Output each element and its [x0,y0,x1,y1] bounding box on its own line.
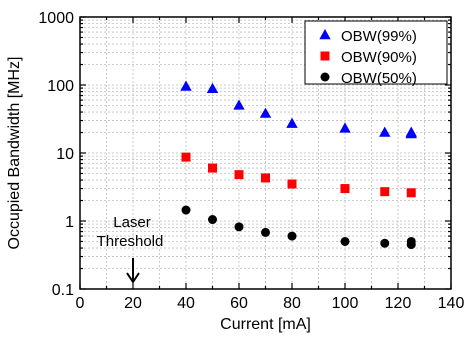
data-point [287,179,297,189]
series-OBW(90%) [181,152,416,198]
data-point [180,80,192,91]
legend-label: OBW(99%) [341,28,417,45]
legend-marker [319,29,331,40]
x-tick-label: 20 [124,295,142,312]
y-axis-label: Occupied Bandwidth [MHz] [6,57,23,250]
annotation-text: Laser [113,214,151,231]
data-point [181,205,191,215]
data-point [259,107,272,118]
data-point [406,188,416,198]
data-point [379,126,391,137]
data-point [287,231,297,241]
x-tick-label: 140 [438,295,464,312]
x-axis-label: Current [mA] [220,316,311,333]
series-OBW(50%) [181,205,416,250]
y-tick-label: 1000 [38,10,74,27]
data-point [234,222,244,232]
data-series [180,80,417,250]
grid-lines [80,17,451,289]
axis-ticks [79,16,452,290]
data-point [406,240,416,250]
data-point [261,173,270,183]
data-point [405,128,417,139]
data-point [380,238,390,248]
legend-marker [320,51,330,61]
annotation-text: Threshold [97,233,164,250]
data-point [233,99,245,110]
data-point [206,82,219,93]
x-tick-label: 120 [385,295,412,312]
data-point [181,152,191,162]
data-point [208,215,217,225]
y-tick-label: 100 [47,78,74,95]
laser-threshold-annotation: Laser Threshold [97,214,164,284]
data-point [380,187,390,197]
legend-marker [320,72,330,82]
legend-label: OBW(90%) [341,49,417,66]
x-tick-label: 80 [283,295,301,312]
annotation-arrow-head [126,272,140,284]
x-tick-label: 40 [177,295,195,312]
series-OBW(99%) [180,80,417,139]
data-point [208,163,217,173]
x-tick-label: 100 [332,295,359,312]
x-tick-label: 0 [76,295,85,312]
data-point [339,122,351,133]
data-point [261,227,270,237]
data-point [340,184,350,194]
tick-labels: 0 20 40 60 80 100 120 140 0.1 1 10 100 1000 [38,10,464,312]
data-point [234,170,244,180]
y-tick-label: 1 [65,214,74,231]
legend-label: OBW(50%) [341,70,417,87]
y-tick-label: 10 [56,146,74,163]
y-tick-label: 0.1 [52,282,74,299]
x-tick-label: 60 [230,295,248,312]
data-point [286,117,298,128]
data-point [340,236,350,246]
legend: OBW(99%) OBW(90%) OBW(50%) [304,20,448,87]
